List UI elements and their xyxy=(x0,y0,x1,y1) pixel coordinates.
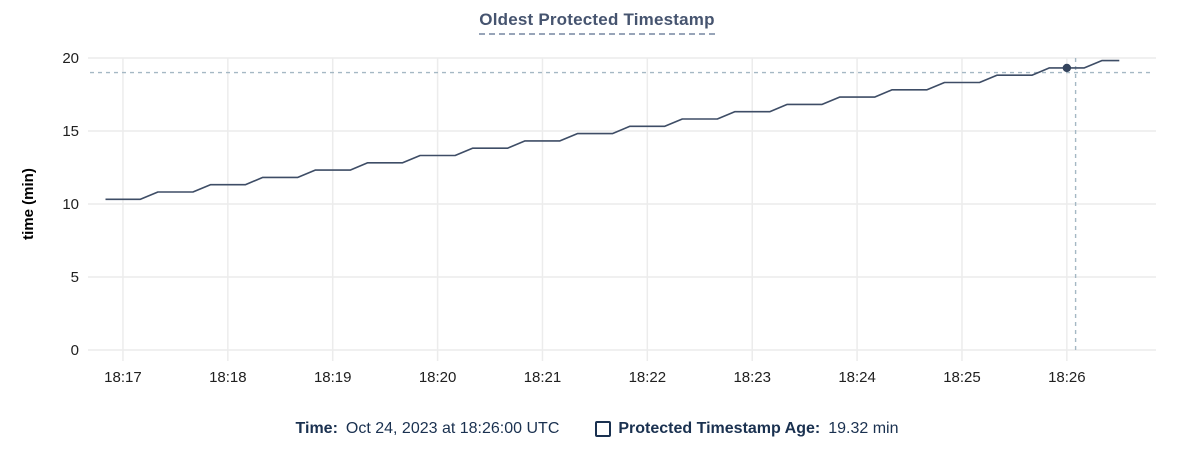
chart-footer: Time: Oct 24, 2023 at 18:26:00 UTC Prote… xyxy=(0,420,1194,438)
chart-title: Oldest Protected Timestamp xyxy=(479,10,715,35)
series-line-protected-timestamp-age xyxy=(105,59,1120,201)
x-tick-label: 18:25 xyxy=(943,369,981,386)
x-tick-label: 18:17 xyxy=(104,369,142,386)
y-tick-label: 20 xyxy=(62,50,79,67)
plot-area[interactable] xyxy=(88,58,1156,350)
x-tick-label: 18:19 xyxy=(314,369,352,386)
x-tick-label: 18:21 xyxy=(524,369,562,386)
y-tick-label: 10 xyxy=(62,196,79,213)
time-label: Time: xyxy=(295,420,338,437)
x-tick-label: 18:22 xyxy=(629,369,667,386)
x-tick-label: 18:18 xyxy=(209,369,247,386)
x-tick-label: 18:23 xyxy=(733,369,771,386)
chart-title-row: Oldest Protected Timestamp xyxy=(0,10,1194,35)
y-tick-label: 15 xyxy=(62,123,79,140)
x-tick-label: 18:26 xyxy=(1048,369,1086,386)
line-chart[interactable]: 0 5 10 15 20 18:17 18:18 18:19 18:20 18:21 18:22 18… xyxy=(0,0,1194,410)
y-tick-label: 5 xyxy=(71,269,79,286)
x-tick-label: 18:24 xyxy=(838,369,876,386)
y-axis-title: time (min) xyxy=(20,168,37,240)
hovered-data-point[interactable] xyxy=(1062,63,1072,73)
x-tick-label: 18:20 xyxy=(419,369,457,386)
protected-timestamp-age-value: 19.32 min xyxy=(828,420,899,437)
protected-timestamp-age-label: Protected Timestamp Age: xyxy=(618,420,821,437)
time-value: Oct 24, 2023 at 18:26:00 UTC xyxy=(345,420,560,437)
legend-checkbox-protected-timestamp-age[interactable] xyxy=(595,421,612,437)
y-tick-label: 0 xyxy=(71,342,79,359)
